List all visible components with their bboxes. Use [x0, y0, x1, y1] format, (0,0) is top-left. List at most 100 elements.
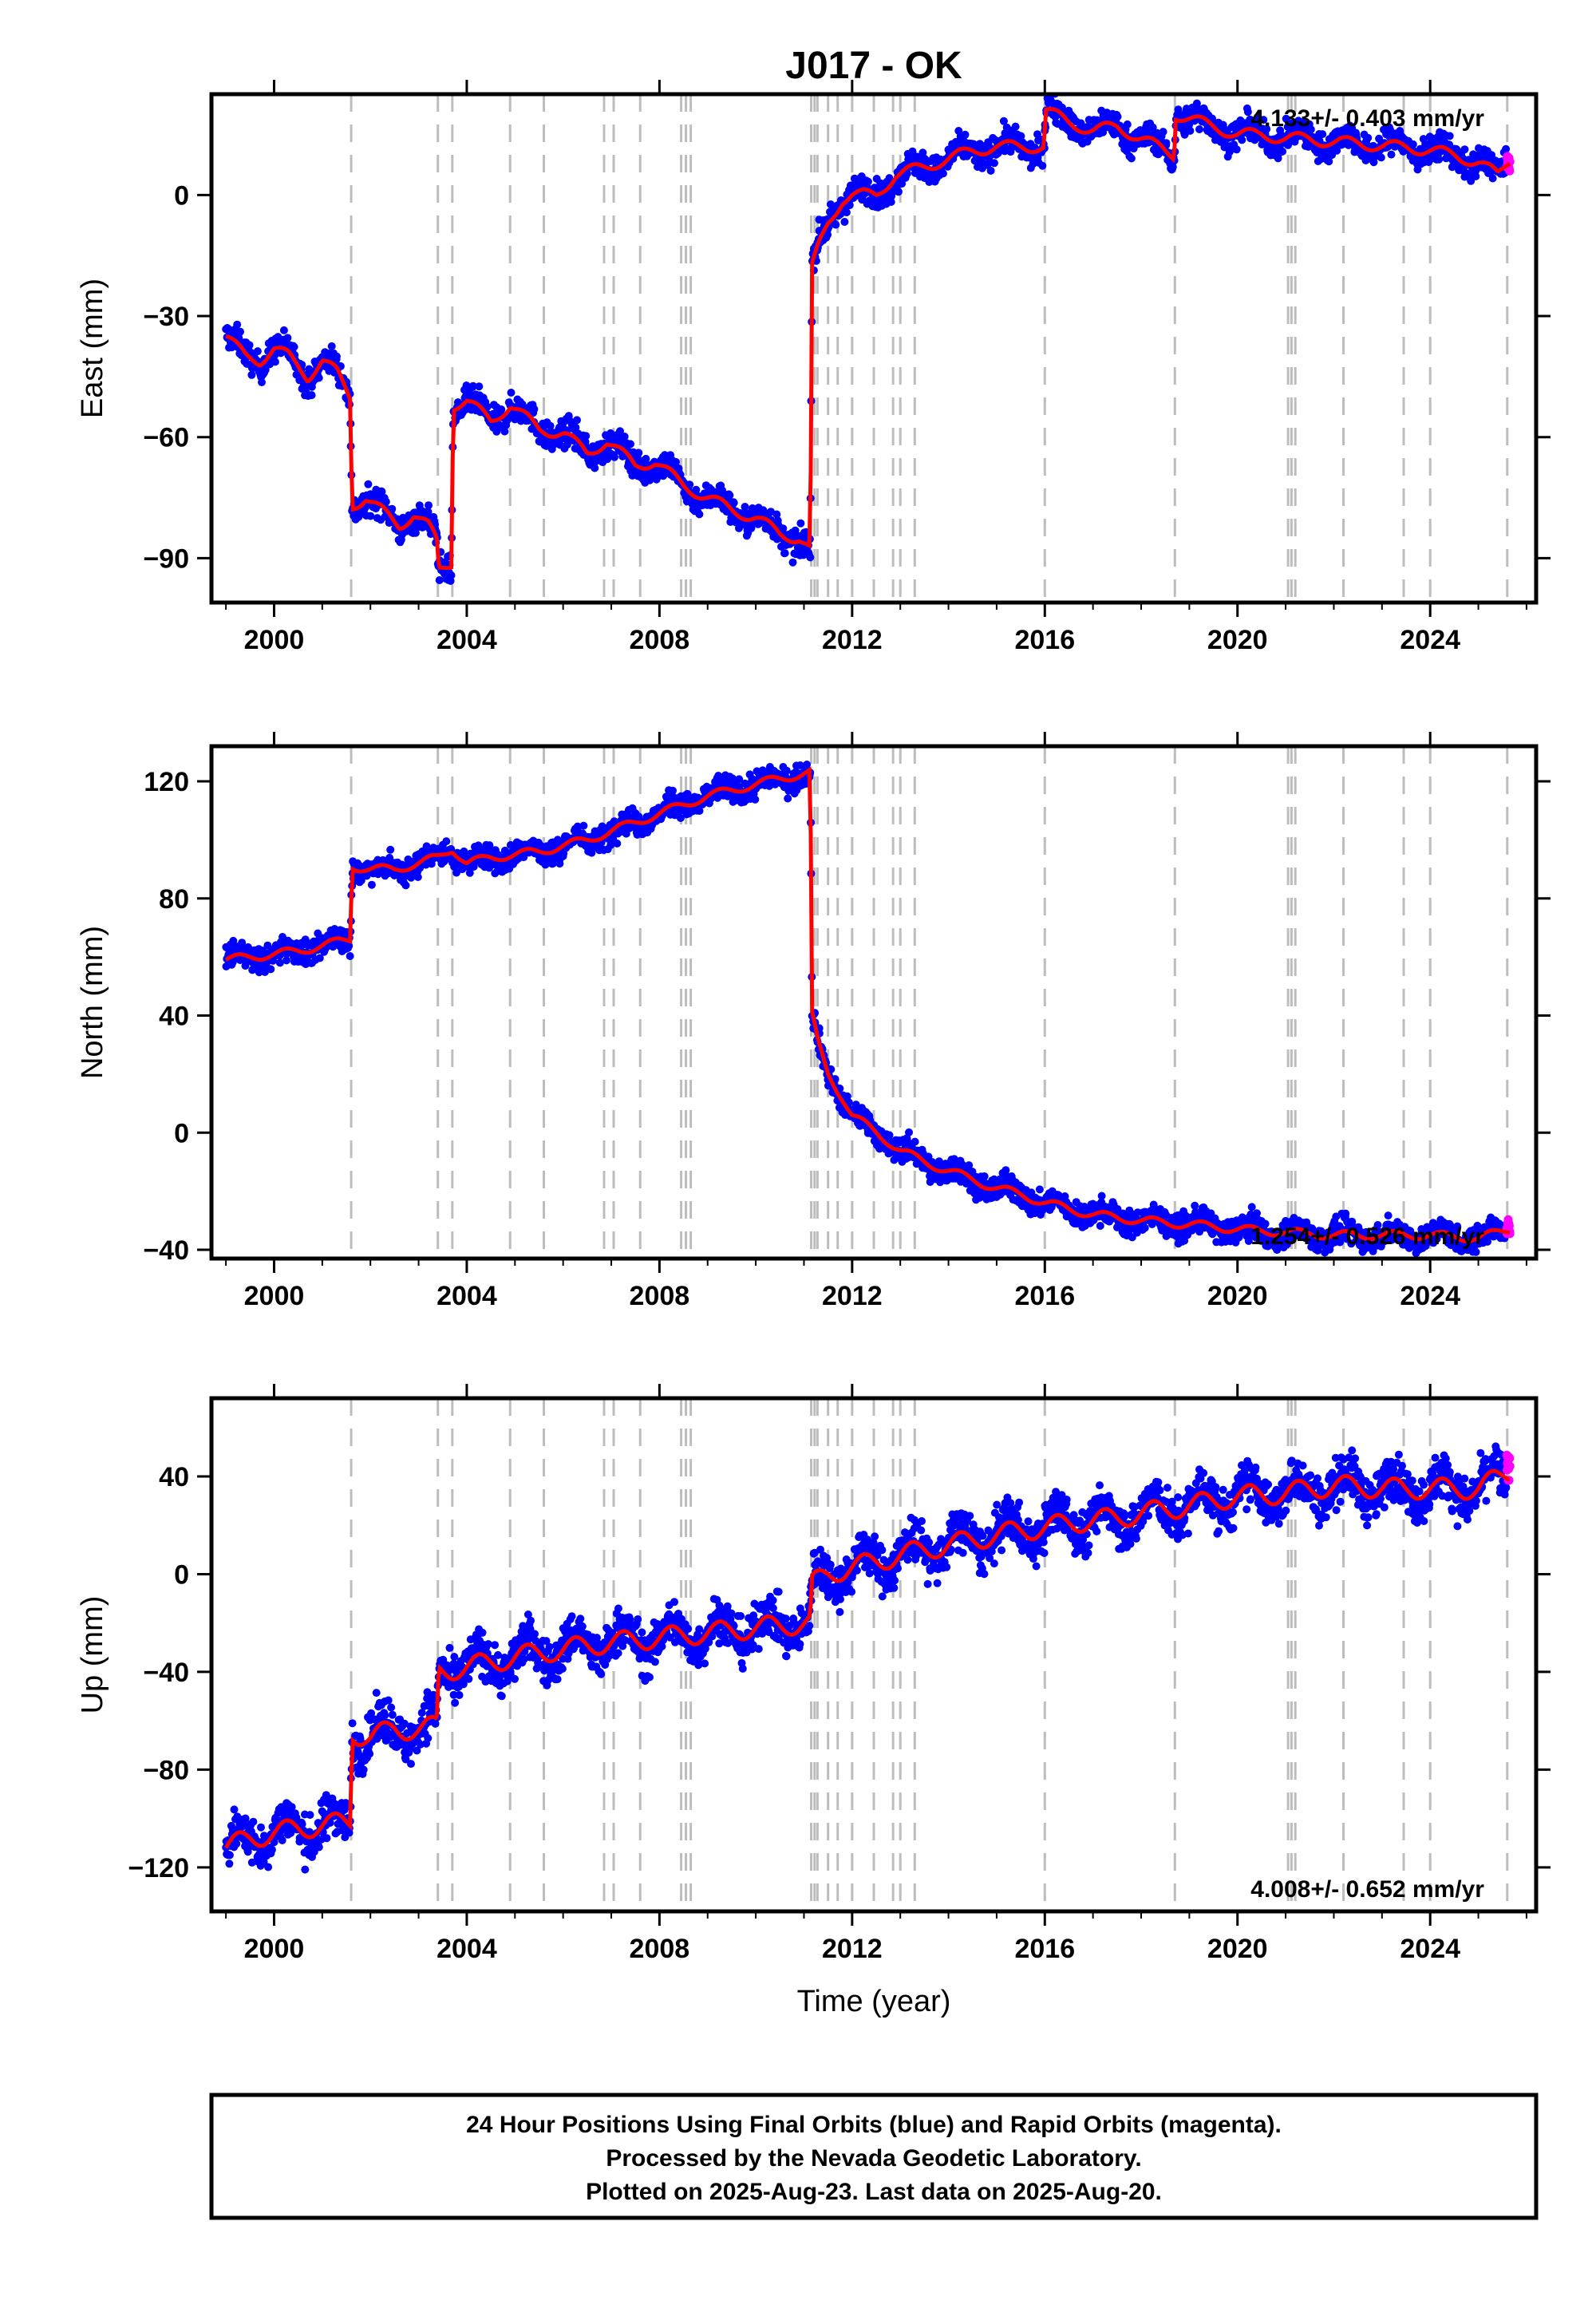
data-point — [247, 370, 256, 379]
data-point — [1195, 125, 1203, 133]
x-tick-label: 2012 — [822, 625, 883, 655]
data-point — [253, 347, 262, 356]
data-point — [386, 845, 395, 854]
data-point — [784, 794, 792, 803]
data-point — [1238, 136, 1246, 144]
data-point — [1057, 103, 1066, 112]
data-point — [871, 184, 879, 192]
data-point — [1377, 153, 1385, 162]
data-point — [1123, 120, 1132, 128]
data-point — [1306, 125, 1315, 134]
rapid-data-point — [1505, 166, 1515, 176]
data-point — [1278, 147, 1287, 156]
data-point — [425, 501, 433, 510]
data-point — [283, 334, 292, 342]
data-point — [634, 449, 643, 457]
data-point — [863, 177, 872, 186]
data-point — [894, 188, 903, 196]
data-point — [245, 341, 254, 350]
data-point — [1097, 1192, 1106, 1200]
data-point — [401, 881, 410, 890]
data-point — [500, 427, 509, 436]
data-point — [435, 576, 444, 584]
model-fit-line — [225, 106, 1511, 571]
x-tick-label: 2020 — [1207, 625, 1268, 655]
data-point — [1262, 124, 1271, 133]
data-point — [1017, 132, 1025, 140]
data-point — [887, 198, 895, 206]
data-point — [1387, 150, 1396, 159]
y-tick-label: 0 — [174, 180, 189, 211]
data-point — [345, 942, 354, 951]
data-point — [999, 117, 1008, 125]
data-point — [282, 956, 290, 965]
data-point — [327, 342, 336, 350]
data-point — [1325, 157, 1333, 166]
data-point — [729, 499, 738, 507]
x-tick-label: 2000 — [244, 625, 305, 655]
data-point — [1445, 132, 1454, 140]
data-point — [669, 786, 677, 795]
data-point — [468, 381, 477, 390]
data-point — [832, 220, 840, 229]
data-point — [591, 464, 599, 472]
data-point — [388, 504, 397, 513]
data-point — [1011, 122, 1020, 131]
data-point — [788, 558, 797, 567]
data-point — [546, 421, 555, 430]
data-point — [271, 358, 279, 366]
east-panel: 2000 2004 2008 2012 2016 2020 2024−90−60−300Ea… — [76, 80, 1551, 655]
data-point — [413, 873, 422, 881]
data-point — [725, 491, 734, 500]
north-panel: 2000 2004 2008 2012 2016 2020 2024−4004080120N… — [76, 732, 1551, 1311]
data-point — [616, 427, 624, 436]
data-point — [842, 208, 851, 217]
data-point — [1460, 145, 1469, 154]
data-point — [610, 453, 618, 461]
data-point — [1113, 113, 1122, 121]
data-point — [1038, 161, 1047, 170]
data-point — [364, 480, 373, 488]
data-point — [377, 488, 386, 496]
data-point — [1435, 155, 1444, 164]
data-point — [676, 814, 685, 822]
plot-frame — [209, 92, 1539, 605]
x-tick-label: 2008 — [630, 625, 690, 655]
data-point — [796, 519, 805, 528]
data-point — [626, 440, 634, 449]
data-point — [452, 868, 460, 877]
data-point — [447, 571, 456, 579]
data-point — [911, 1137, 919, 1146]
data-point — [695, 510, 704, 519]
data-point — [1099, 128, 1108, 136]
data-point — [685, 480, 694, 489]
data-point — [779, 524, 788, 533]
data-point — [1186, 126, 1195, 135]
data-point — [1096, 1222, 1104, 1230]
data-point — [1369, 158, 1378, 167]
data-point — [620, 433, 629, 441]
data-point — [1472, 172, 1480, 180]
data-point — [806, 553, 815, 562]
data-point — [845, 201, 854, 210]
data-point — [772, 510, 781, 519]
data-point — [1140, 1223, 1149, 1232]
data-point — [1174, 105, 1183, 114]
data-point — [579, 821, 588, 830]
data-point — [905, 1128, 913, 1136]
data-point — [275, 958, 284, 967]
data-point — [367, 880, 376, 889]
x-tick-label: 2016 — [1014, 625, 1075, 655]
data-point — [1502, 144, 1511, 153]
data-point — [1333, 146, 1341, 155]
data-point — [990, 159, 998, 168]
data-point — [465, 868, 474, 877]
data-point — [238, 939, 247, 947]
y-tick-label: −60 — [143, 423, 189, 453]
data-point — [661, 451, 669, 460]
data-point — [986, 166, 995, 175]
x-tick-label: 2004 — [437, 625, 497, 655]
data-point — [1318, 130, 1327, 139]
data-point — [581, 437, 590, 446]
data-point — [642, 454, 650, 463]
